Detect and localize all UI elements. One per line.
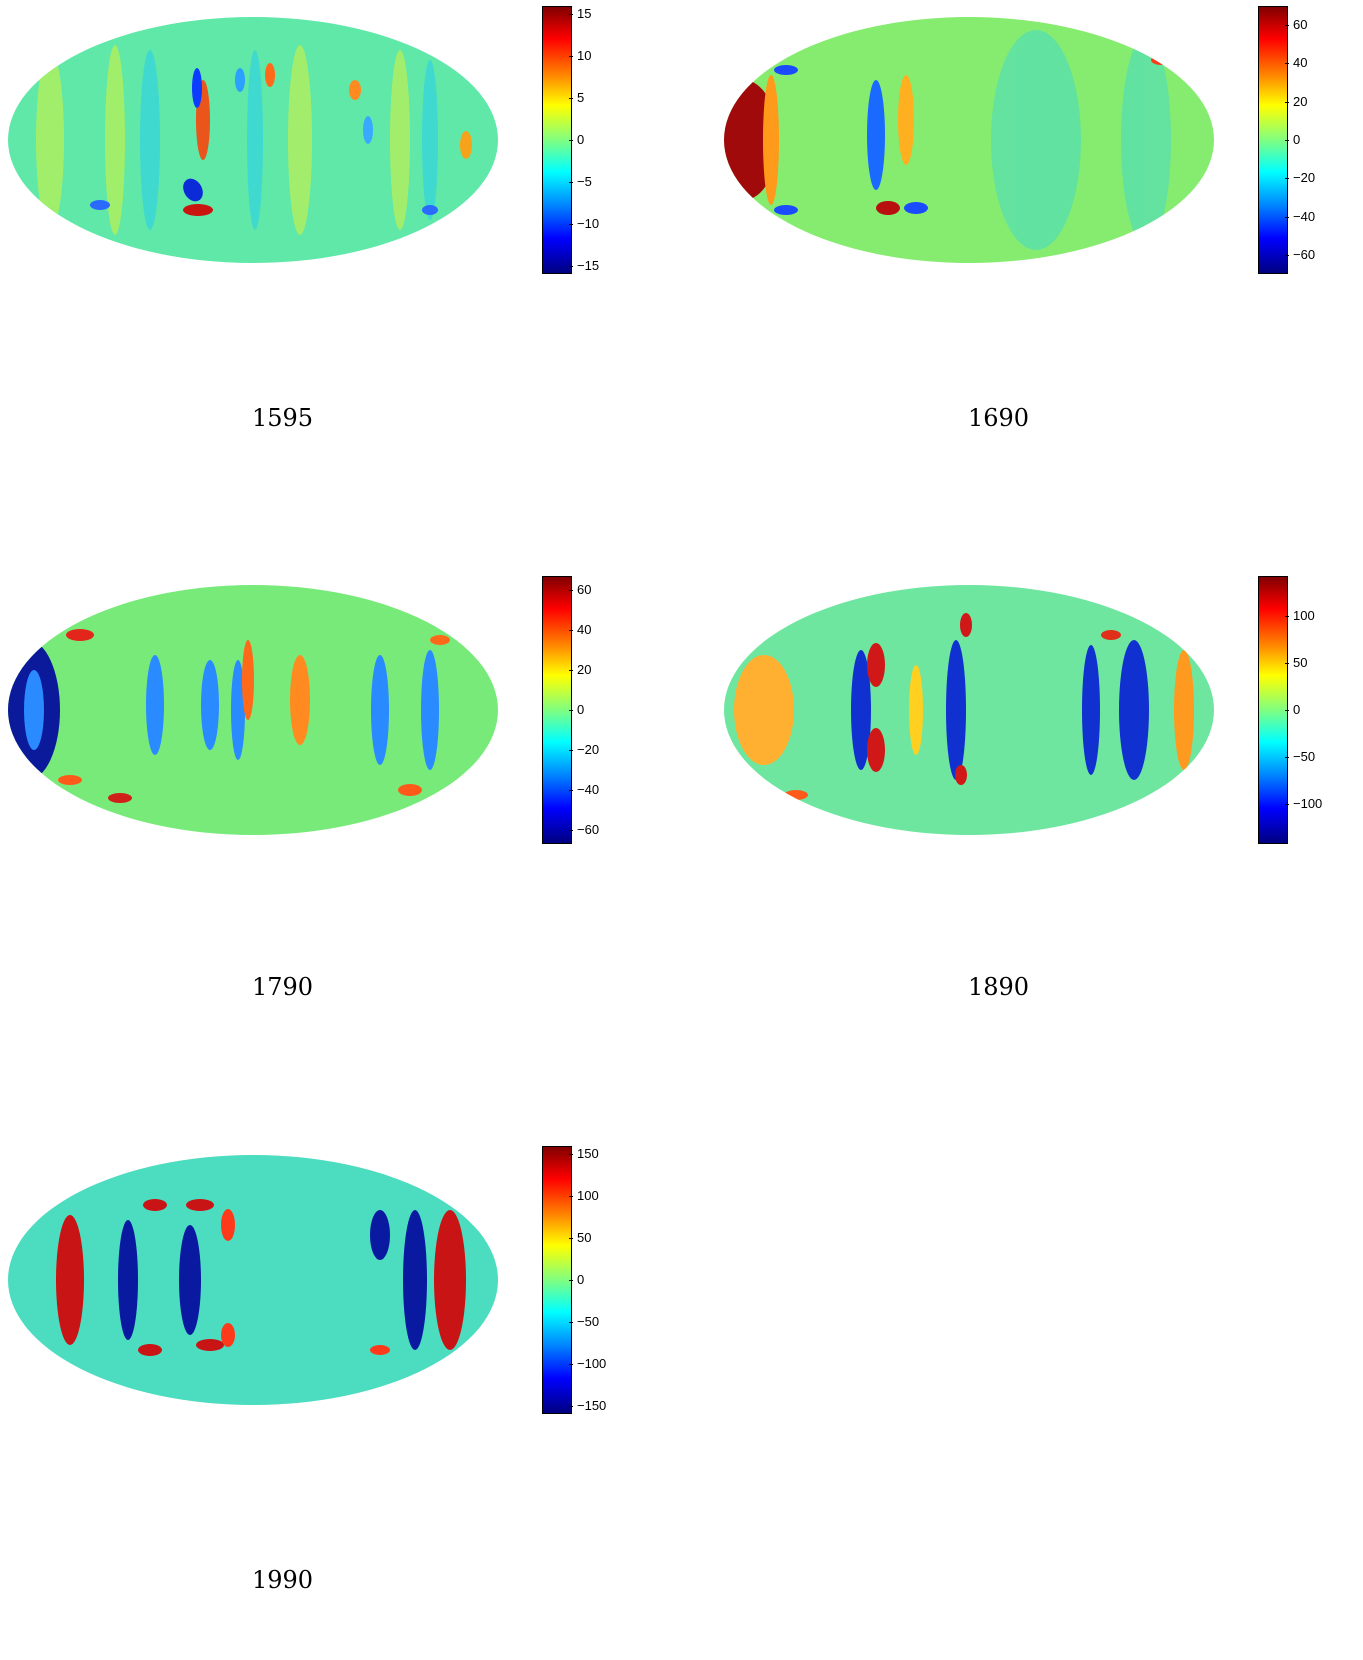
colorbar-tick-text: −60 <box>577 822 600 837</box>
colorbar-1890: 100 50 0 −50 −100 <box>1258 576 1322 844</box>
colorbar-tick-label: −5 <box>569 174 592 190</box>
colorbar-1990: 150 100 50 0 −50 −100 −150 <box>542 1146 606 1414</box>
colorbar-tick-label: −60 <box>1284 247 1315 263</box>
colorbar-tick-text: 40 <box>577 622 592 637</box>
colorbar-tick-text: −10 <box>577 215 600 231</box>
caption-1595: 1595 <box>252 404 314 432</box>
colorbar-tick-label: 0 <box>568 132 584 148</box>
colorbar-tick-label: −40 <box>1284 209 1315 225</box>
mollweide-map-1690 <box>724 17 1214 263</box>
colorbar-1595: 15 10 5 0 −5 −10 −15 <box>542 6 599 274</box>
mollweide-map-1990 <box>8 1155 498 1405</box>
colorbar-tick-text: 0 <box>1293 702 1301 717</box>
colorbar-tick-text: 60 <box>1293 17 1308 33</box>
colorbar-tick-label: 10 <box>568 48 591 64</box>
colorbar-tick-text: 0 <box>577 702 585 717</box>
colorbar-tick-text: 0 <box>577 132 585 147</box>
colorbar-tick-text: −40 <box>1293 208 1316 224</box>
colorbar-tick-text: −150 <box>577 1397 607 1413</box>
panel-1790: 60 40 20 0 −20 −40 −60 <box>0 570 640 1090</box>
colorbar-tick-text: 100 <box>1293 607 1315 623</box>
colorbar-tick-label: −100 <box>568 1356 606 1372</box>
caption-1890: 1890 <box>968 973 1030 1001</box>
colorbar-tick-label: −20 <box>568 742 599 758</box>
colorbar-tick-text: 20 <box>1293 93 1308 109</box>
panel-1890: 100 50 0 −50 −100 <box>716 570 1356 1090</box>
colorbar-tick-text: 40 <box>1293 55 1308 71</box>
colorbar-tick-label: 5 <box>568 90 584 106</box>
colorbar-tick-text: −15 <box>577 257 600 273</box>
colorbar-tick-text: −5 <box>577 173 592 189</box>
colorbar-tick-label: −50 <box>1284 749 1315 765</box>
colorbar-tick-text: 10 <box>577 48 592 64</box>
colorbar-tick-text: −20 <box>1293 170 1316 186</box>
colorbar-tick-text: −50 <box>1293 749 1316 765</box>
colorbar-tick-label: −10 <box>568 216 599 232</box>
colorbar-tick-label: 40 <box>568 622 591 638</box>
colorbar-tick-text: −100 <box>1293 796 1323 812</box>
colorbar-1790: 60 40 20 0 −20 −40 −60 <box>542 576 599 844</box>
colorbar-tick-label: −20 <box>1284 170 1315 186</box>
colorbar-tick-label: 60 <box>1284 17 1307 33</box>
caption-1790: 1790 <box>252 973 314 1001</box>
colorbar-tick-label: 50 <box>1284 655 1307 671</box>
colorbar-tick-label: 100 <box>1285 608 1315 624</box>
colorbar-tick-label: 0 <box>568 702 584 718</box>
colorbar-tick-text: 60 <box>577 582 592 597</box>
mollweide-map-1790 <box>8 585 498 835</box>
caption-1690: 1690 <box>968 404 1030 432</box>
colorbar-tick-text: −20 <box>577 742 600 757</box>
panel-1690: 60 40 20 0 −20 −40 −60 <box>716 0 1356 520</box>
colorbar-tick-label: −15 <box>568 258 599 274</box>
caption-1990: 1990 <box>252 1566 314 1594</box>
colorbar-tick-text: −40 <box>577 782 600 797</box>
colorbar-tick-label: 20 <box>1284 94 1307 110</box>
colorbar-tick-text: 50 <box>1293 654 1308 670</box>
colorbar-tick-text: 100 <box>577 1188 599 1204</box>
colorbar-tick-text: 150 <box>577 1146 599 1162</box>
colorbar-tick-label: −60 <box>568 822 599 838</box>
colorbar-tick-label: 40 <box>1284 55 1307 71</box>
colorbar-tick-label: −50 <box>568 1314 599 1330</box>
colorbar-tick-label: 50 <box>568 1230 591 1246</box>
colorbar-tick-text: 50 <box>577 1230 592 1246</box>
colorbar-tick-label: −40 <box>568 782 599 798</box>
colorbar-tick-label: 0 <box>1284 702 1300 718</box>
colorbar-tick-label: −150 <box>568 1398 606 1414</box>
colorbar-tick-label: 100 <box>569 1188 599 1204</box>
colorbar-tick-text: −50 <box>577 1313 600 1329</box>
colorbar-tick-label: 20 <box>568 662 591 678</box>
colorbar-tick-text: 15 <box>577 6 592 22</box>
colorbar-tick-label: 0 <box>1284 132 1300 148</box>
colorbar-1690: 60 40 20 0 −20 −40 −60 <box>1258 6 1315 274</box>
colorbar-tick-label: −100 <box>1284 796 1322 812</box>
colorbar-tick-text: 0 <box>577 1272 585 1287</box>
colorbar-tick-text: 0 <box>1293 132 1301 147</box>
colorbar-tick-label: 15 <box>568 6 591 22</box>
panel-1990: 150 100 50 0 −50 −100 −150 <box>0 1140 640 1660</box>
colorbar-tick-text: −60 <box>1293 246 1316 262</box>
colorbar-tick-text: −100 <box>577 1355 607 1371</box>
colorbar-tick-label: 150 <box>569 1146 599 1162</box>
mollweide-map-1890 <box>724 585 1214 835</box>
colorbar-tick-text: 20 <box>577 662 592 677</box>
panel-1595: 15 10 5 0 −5 −10 −15 <box>0 0 640 520</box>
colorbar-tick-label: 0 <box>568 1272 584 1288</box>
colorbar-tick-text: 5 <box>577 90 585 106</box>
colorbar-tick-label: 60 <box>568 582 591 598</box>
mollweide-map-1595 <box>8 17 498 263</box>
